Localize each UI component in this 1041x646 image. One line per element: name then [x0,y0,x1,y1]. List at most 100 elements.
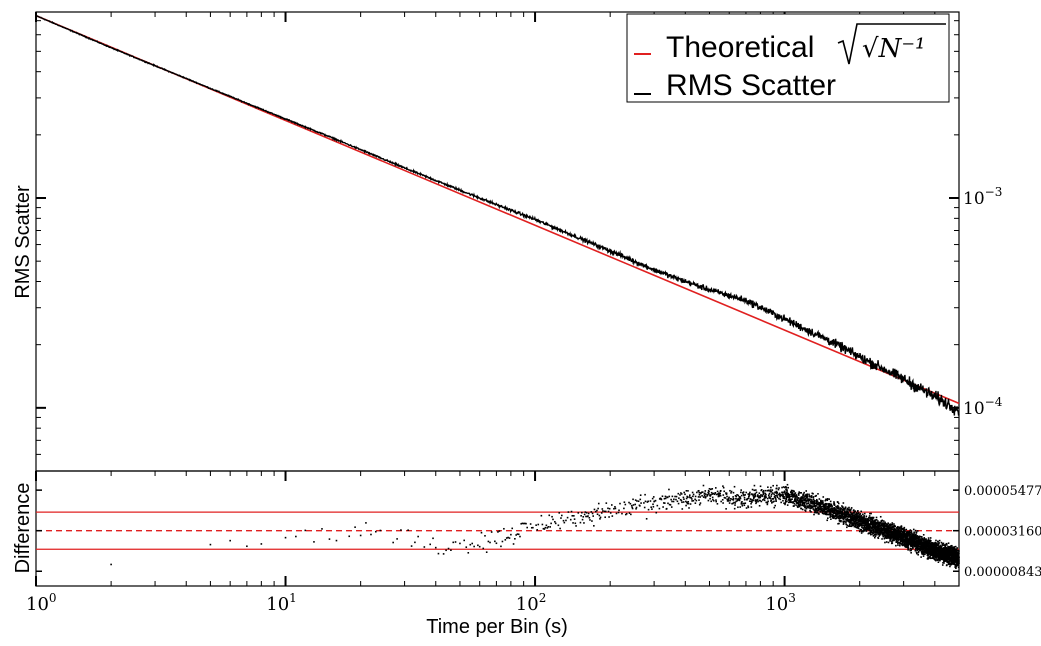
residual-point [829,516,831,518]
residual-point [859,524,862,527]
residual-point [949,550,952,553]
residual-point [875,530,878,532]
residual-point [801,501,804,504]
residual-point [735,500,737,503]
main-ytick-label-0: 10−3 [963,185,1002,209]
residual-point [806,496,808,498]
residual-point [928,553,930,555]
residual-point [671,495,674,498]
residual-point [843,520,846,523]
residual-ytick-label-0: 0.00005477 [964,484,1041,499]
residual-point [525,522,527,525]
residual-point [871,524,873,527]
residual-point [878,523,881,526]
residual-point [766,497,769,500]
residual-point [862,530,864,533]
residual-point [730,492,732,494]
residual-point [549,526,551,528]
residual-point [870,533,872,536]
residual-point [584,511,587,513]
residual-point [927,554,929,557]
residual-point [321,528,323,530]
residual-point [698,503,701,506]
residual-point [913,532,915,535]
residual-point [565,519,567,522]
residual-point [790,489,793,492]
residual-point [753,484,756,487]
residual-point [723,496,726,499]
residual-point [850,522,852,525]
residual-point [812,496,815,498]
residual-point [934,553,937,556]
residual-point [704,496,707,499]
residual-point [794,492,797,494]
residual-point [566,516,569,519]
residual-point [489,541,491,544]
residual-point [803,496,805,499]
residual-point [873,529,875,531]
residual-point [796,496,798,498]
residual-point [328,538,331,540]
residual-point [370,533,372,536]
legend-label-theoretical: Theoretical [666,31,814,64]
residual-point [860,530,863,533]
legend-sqrt-symbol [837,23,946,65]
residual-point [652,505,655,508]
residual-point [748,493,751,495]
residual-point [762,491,765,493]
residual-point [825,498,827,501]
residual-point [859,516,861,518]
residual-point [922,548,924,551]
residual-point [912,534,914,537]
residual-point [843,522,845,524]
residual-reference-lines [36,511,959,550]
residual-point [898,542,900,544]
residual-point [756,495,759,497]
residual-point [869,527,871,530]
residual-point [913,538,916,540]
residual-point [784,499,787,502]
residual-point [884,534,887,536]
residual-point [621,512,623,515]
residual-point [572,522,574,524]
residual-point [796,498,799,500]
residual-point [917,553,919,556]
residual-point [954,564,957,566]
residual-point [763,498,765,500]
residual-point [734,494,737,497]
residual-point [856,519,858,522]
residual-point [781,491,784,494]
residual-point [913,539,916,542]
residual-point [783,496,785,498]
residual-point [857,512,860,514]
residual-point [833,501,835,503]
residual-point [800,497,803,500]
residual-point [452,541,455,544]
residual-point [260,543,263,545]
residual-point [583,513,586,516]
residual-point [877,521,879,524]
residual-point [754,499,757,501]
residual-point [636,500,638,502]
residual-point [861,526,863,528]
residual-point [808,499,811,502]
residual-point [860,510,863,513]
residual-point [745,507,748,509]
residual-point [507,536,509,539]
residual-point [630,513,632,516]
residual-point [505,537,508,539]
residual-point [823,507,826,510]
residual-point [893,527,896,530]
residual-point [664,495,667,498]
residual-point [732,496,734,498]
residual-point [776,484,778,487]
residual-point [719,489,722,492]
residual-point [829,512,832,515]
residual-point [890,524,892,527]
residual-point [958,550,960,552]
residual-point [715,500,717,503]
residual-point [858,530,861,533]
residual-point [512,543,515,545]
residual-point [878,535,880,537]
residual-point [869,512,871,515]
